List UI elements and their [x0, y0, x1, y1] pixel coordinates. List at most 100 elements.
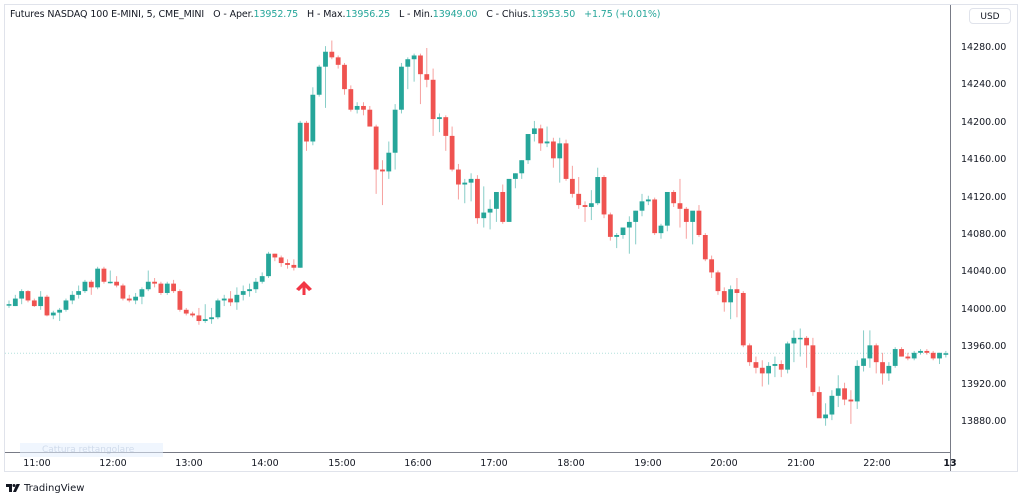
up-arrow-icon: [295, 280, 313, 296]
candle: [202, 319, 208, 322]
candle: [215, 300, 221, 318]
candle: [38, 296, 44, 307]
low-value: 13949.00: [432, 9, 478, 20]
price-tick: 14240.00: [961, 79, 1007, 91]
candle: [626, 221, 632, 228]
candle: [734, 289, 740, 293]
open-label: O - Aper.: [213, 9, 254, 20]
candle: [835, 388, 841, 396]
candle: [481, 212, 487, 219]
currency-button[interactable]: USD: [969, 8, 1011, 24]
candle: [107, 281, 113, 284]
candle: [145, 281, 151, 290]
candle: [247, 289, 252, 292]
candle: [487, 208, 493, 213]
time-tick: 13:00: [175, 458, 203, 469]
time-axis[interactable]: 11:00 12:00 13:00 14:00 15:00 16:00 17:00 18:00…: [5, 452, 957, 472]
candlestick-plot[interactable]: [5, 5, 949, 453]
candle: [886, 365, 892, 374]
candle: [335, 57, 341, 65]
candle: [582, 205, 588, 207]
candle: [152, 281, 157, 284]
candle: [639, 201, 645, 211]
candle: [367, 109, 373, 127]
candle: [310, 94, 316, 142]
candle: [677, 203, 683, 209]
candle: [645, 199, 651, 202]
candle: [342, 64, 347, 90]
candle: [861, 358, 866, 366]
candle: [69, 294, 75, 301]
candle: [810, 345, 816, 393]
time-tick: 12:00: [99, 458, 127, 469]
close-label: C - Chius.: [486, 9, 531, 20]
price-tick: 14120.00: [961, 191, 1007, 203]
candle: [519, 160, 525, 174]
candle: [101, 268, 107, 282]
candle: [880, 362, 885, 374]
candle: [494, 191, 499, 209]
candle: [778, 364, 784, 370]
tradingview-logo[interactable]: TradingView: [6, 483, 84, 494]
candle: [209, 317, 214, 320]
candle: [405, 59, 411, 67]
time-tick: 11:00: [23, 458, 51, 469]
candle: [164, 283, 170, 293]
candle: [234, 294, 240, 303]
time-tick: 14:00: [251, 458, 279, 469]
candle: [88, 281, 94, 288]
candle: [569, 178, 575, 194]
candle: [513, 173, 518, 179]
candle: [664, 191, 670, 226]
candle: [44, 296, 50, 316]
candle: [240, 291, 246, 295]
symbol-title[interactable]: Futures NASDAQ 100 E-MINI, 5, CME_MINI: [10, 9, 205, 20]
candle: [721, 291, 727, 303]
candle: [158, 283, 164, 293]
candle: [943, 353, 949, 355]
candle: [437, 117, 442, 120]
candle: [95, 268, 101, 288]
candle: [380, 169, 385, 172]
logo-text: TradingView: [24, 483, 85, 494]
candle: [449, 135, 455, 170]
candle: [57, 309, 63, 313]
candle: [652, 199, 658, 234]
candle: [766, 365, 771, 374]
candle: [753, 362, 759, 368]
candle: [772, 364, 778, 366]
candle: [12, 298, 18, 307]
candle: [373, 126, 379, 170]
candle: [443, 117, 449, 136]
price-tick: 14160.00: [961, 154, 1007, 166]
time-tick: 19:00: [634, 458, 662, 469]
candle: [658, 225, 664, 234]
price-axis[interactable]: USD 14280.00 14240.00 14200.00 14160.00 1412…: [950, 5, 1019, 471]
candle: [221, 298, 227, 301]
candle: [297, 122, 303, 268]
high-value: 13956.25: [345, 9, 391, 20]
candle: [918, 350, 923, 353]
candle: [183, 309, 189, 314]
candle: [456, 169, 461, 185]
candle: [848, 399, 854, 402]
price-tick: 14080.00: [961, 229, 1007, 240]
price-tick: 14280.00: [961, 42, 1007, 53]
candle: [620, 227, 626, 235]
candle: [905, 356, 911, 359]
candle: [291, 264, 297, 268]
candle: [892, 349, 898, 366]
candle: [816, 392, 822, 419]
candle: [177, 291, 183, 310]
candle: [804, 337, 809, 346]
time-tick: 18:00: [557, 458, 585, 469]
candle: [430, 79, 436, 120]
candle: [399, 66, 404, 110]
candle: [82, 281, 88, 292]
candle: [544, 141, 550, 144]
candle: [462, 182, 468, 185]
candle: [228, 298, 233, 303]
candle: [259, 276, 265, 282]
candle: [607, 214, 613, 237]
candle: [791, 337, 797, 344]
